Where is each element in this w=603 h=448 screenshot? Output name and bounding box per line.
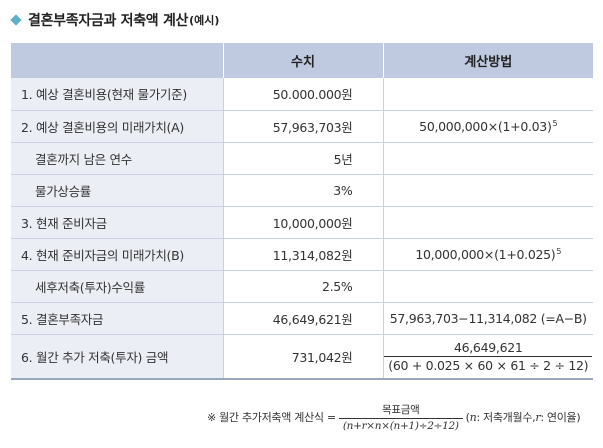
row-value: 3% (222, 174, 383, 207)
footnote-n-desc: : 저축개월수, (476, 411, 536, 424)
header-value: 수치 (222, 43, 383, 78)
footnote: ※ 월간 추가저축액 계산식 = 목표금액 (n+r×n×(n+1)÷2÷12)… (207, 402, 581, 432)
footnote-denominator: (n+r×n×(n+1)÷2÷12) (338, 418, 463, 432)
footnote-r-desc: : 연이율) (540, 411, 581, 424)
row-value: 10,000,000원 (222, 206, 383, 239)
fraction-denominator: (60 + 0.025 × 60 × 61 ÷ 2 ÷ 12) (384, 355, 593, 373)
footnote-r-var: r (535, 410, 541, 424)
footnote-numerator: 목표금액 (382, 404, 420, 416)
calc-fraction: 46,649,621 (60 + 0.025 × 60 × 61 ÷ 2 ÷ 1… (384, 339, 593, 373)
row-value: 2.5% (222, 270, 383, 303)
row-value: 731,042원 (222, 334, 383, 379)
row-value: 50.000.000원 (222, 78, 383, 111)
row-calc (382, 142, 593, 175)
header-calc: 계산방법 (382, 43, 593, 78)
title-main: 결혼부족자금과 저축액 계산 (28, 13, 189, 29)
row-calc: 46,649,621 (60 + 0.025 × 60 × 61 ÷ 2 ÷ 1… (382, 334, 593, 379)
header-label (11, 43, 223, 78)
calc-exponent: 5 (556, 246, 562, 256)
table-row: 1. 예상 결혼비용(현재 물가기준) 50.000.000원 (11, 78, 593, 111)
calc-exponent: 5 (552, 118, 558, 128)
table-row: 5. 결혼부족자금 46,649,621원 57,963,703−11,314,… (11, 302, 593, 335)
table-row: 3. 현재 준비자금 10,000,000원 (11, 206, 593, 239)
title-sub: (예시) (189, 14, 220, 27)
row-label: 3. 현재 준비자금 (11, 206, 223, 239)
savings-table: 수치 계산방법 1. 예상 결혼비용(현재 물가기준) 50.000.000원 … (11, 43, 593, 380)
row-value: 5년 (222, 142, 383, 175)
row-calc (382, 174, 593, 207)
diamond-icon (11, 15, 21, 25)
row-label: 결혼까지 남은 연수 (11, 142, 223, 175)
row-label: 세후저축(투자)수익률 (11, 270, 223, 303)
row-calc (382, 78, 593, 111)
row-label: 5. 결혼부족자금 (11, 302, 223, 335)
table-row: 세후저축(투자)수익률 2.5% (11, 270, 593, 303)
row-label: 1. 예상 결혼비용(현재 물가기준) (11, 78, 223, 111)
table-header-row: 수치 계산방법 (11, 43, 593, 78)
table-row: 4. 현재 준비자금의 미래가치(B) 11,314,082원 10,000,0… (11, 238, 593, 271)
row-label: 4. 현재 준비자금의 미래가치(B) (11, 238, 223, 271)
row-value: 11,314,082원 (222, 238, 383, 271)
footnote-prefix: ※ 월간 추가저축액 계산식 = (207, 411, 336, 424)
row-calc (382, 206, 593, 239)
footnote-paren: ( (465, 410, 470, 424)
row-calc: 57,963,703−11,314,082 (=A−B) (382, 302, 593, 335)
row-calc: 10,000,000×(1+0.025)5 (382, 238, 593, 271)
table-row: 2. 예상 결혼비용의 미래가치(A) 57,963,703원 50,000,0… (11, 110, 593, 143)
row-calc: 50,000,000×(1+0.03)5 (382, 110, 593, 143)
fraction-numerator: 46,649,621 (453, 339, 523, 355)
footnote-n-var: n (469, 410, 477, 424)
table-row: 결혼까지 남은 연수 5년 (11, 142, 593, 175)
calc-text: 50,000,000×(1+0.03) (419, 118, 552, 134)
table-row: 물가상승률 3% (11, 174, 593, 207)
row-calc (382, 270, 593, 303)
row-value: 57,963,703원 (222, 110, 383, 143)
page-title: 결혼부족자금과 저축액 계산 (예시) (11, 10, 219, 30)
row-label: 물가상승률 (11, 174, 223, 207)
footnote-fraction: 목표금액 (n+r×n×(n+1)÷2÷12) (338, 402, 463, 432)
table-row: 6. 월간 추가 저축(투자) 금액 731,042원 46,649,621 (… (11, 334, 593, 379)
calc-text: 10,000,000×(1+0.025) (415, 246, 556, 262)
row-label: 2. 예상 결혼비용의 미래가치(A) (11, 110, 223, 143)
row-label: 6. 월간 추가 저축(투자) 금액 (11, 334, 223, 379)
row-value: 46,649,621원 (222, 302, 383, 335)
footnote-denominator-formula: (n+r×n×(n+1)÷2÷12) (342, 420, 459, 432)
